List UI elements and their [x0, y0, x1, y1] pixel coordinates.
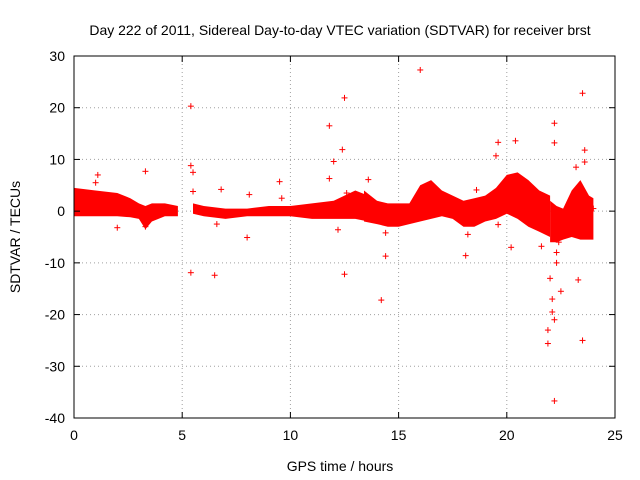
x-tick-label: 15 [391, 427, 407, 443]
data-point [330, 158, 337, 165]
data-point [114, 224, 121, 231]
x-tick-label: 0 [70, 427, 78, 443]
data-point [495, 221, 502, 228]
data-band [364, 172, 551, 237]
data-point [335, 226, 342, 233]
data-point [246, 191, 253, 198]
data-point [341, 271, 348, 278]
data-point [590, 205, 597, 212]
data-point [544, 340, 551, 347]
x-tick-label: 5 [178, 427, 186, 443]
grid-lines [74, 56, 615, 418]
data-point [551, 139, 558, 146]
y-axis-title: SDTVAR / TECUs [7, 181, 23, 293]
data-point [187, 269, 194, 276]
data-point [211, 272, 218, 279]
data-point [278, 195, 285, 202]
data-band [193, 190, 369, 222]
data-point [492, 152, 499, 159]
data-point [551, 120, 558, 127]
data-point [464, 231, 471, 238]
data-point [575, 276, 582, 283]
y-tick-label: -40 [45, 410, 65, 426]
y-tick-label: -20 [45, 307, 65, 323]
data-point [549, 296, 556, 303]
chart-title: Day 222 of 2011, Sidereal Day-to-day VTE… [89, 22, 590, 38]
data-point [495, 139, 502, 146]
data-point [187, 162, 194, 169]
data-point [551, 397, 558, 404]
data-point [462, 252, 469, 259]
data-point [244, 234, 251, 241]
data-point [94, 171, 101, 178]
data-point [573, 164, 580, 171]
data-point [581, 147, 588, 154]
data-point [339, 146, 346, 153]
x-tick-label: 20 [499, 427, 515, 443]
plot-frame [73, 55, 616, 419]
data-point [276, 178, 283, 185]
data-point [378, 297, 385, 304]
data-point [218, 186, 225, 193]
data-point [190, 188, 197, 195]
data-point [549, 308, 556, 315]
data-point [343, 190, 350, 197]
data-point [557, 288, 564, 295]
data-point [512, 137, 519, 144]
data-band [74, 187, 178, 230]
data-point [187, 103, 194, 110]
data-point [382, 253, 389, 260]
data-point [538, 243, 545, 250]
x-axis-title: GPS time / hours [287, 458, 394, 474]
y-tick-label: 20 [49, 100, 65, 116]
y-tick-label: -30 [45, 358, 65, 374]
data-point [142, 168, 149, 175]
data-point [417, 66, 424, 73]
data-point [579, 90, 586, 97]
data-layer [74, 66, 597, 404]
data-point [341, 94, 348, 101]
x-tick-labels: 0 5 10 15 20 25 [70, 427, 623, 443]
data-point [551, 316, 558, 323]
data-point [473, 186, 480, 193]
y-tick-label: -10 [45, 255, 65, 271]
data-point [505, 188, 512, 195]
data-point [423, 197, 430, 204]
y-tick-labels: -40 -30 -20 -10 0 10 20 30 [45, 48, 65, 426]
axis-ticks [73, 55, 616, 419]
data-point [326, 122, 333, 129]
y-tick-label: 0 [57, 203, 65, 219]
data-point [365, 176, 372, 183]
data-point [508, 244, 515, 251]
data-point [581, 159, 588, 166]
x-tick-label: 10 [283, 427, 299, 443]
data-band [550, 180, 594, 243]
data-point [213, 221, 220, 228]
data-point [529, 214, 536, 221]
data-point [555, 239, 562, 246]
y-tick-label: 30 [49, 48, 65, 64]
y-tick-label: 10 [49, 151, 65, 167]
data-point [547, 275, 554, 282]
data-point [92, 179, 99, 186]
data-point [382, 229, 389, 236]
data-point [190, 169, 197, 176]
data-point [544, 327, 551, 334]
data-point [553, 259, 560, 266]
data-point [579, 337, 586, 344]
data-point [142, 223, 149, 230]
x-tick-label: 25 [607, 427, 623, 443]
data-point [326, 175, 333, 182]
data-point [553, 249, 560, 256]
